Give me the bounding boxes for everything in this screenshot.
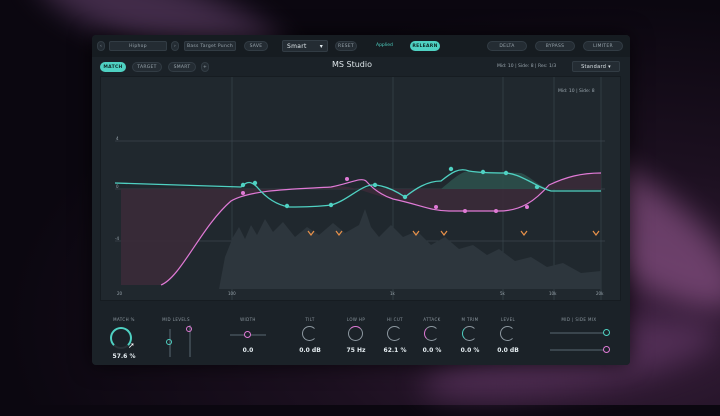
preset-variant-field[interactable]: Bass Target Punch — [184, 41, 236, 51]
hi-cut-label: HI CUT — [386, 317, 404, 322]
tilt-label: TILT — [305, 317, 315, 322]
tab-match[interactable]: MATCH — [100, 62, 126, 72]
mid-levels-slider-b[interactable] — [189, 325, 191, 357]
eq-plugin-window: ‹ Hiphop › Bass Target Punch SAVE Smart … — [92, 35, 630, 365]
mid-side-label: MID | SIDE MIX — [561, 317, 597, 322]
save-button[interactable]: SAVE — [244, 41, 268, 51]
width-handle[interactable] — [244, 331, 251, 338]
chevron-down-icon: ▾ — [319, 43, 323, 50]
mid-side-slider-b[interactable] — [550, 349, 608, 351]
eq-graph-canvas — [114, 77, 605, 300]
width-label: WIDTH — [240, 317, 256, 322]
m-trim-label: M TRIM — [461, 317, 479, 322]
preset-name-field[interactable]: Hiphop — [109, 41, 167, 51]
x-tick-label: 20 — [117, 291, 123, 296]
mid-side-slider-a[interactable] — [550, 332, 608, 334]
profile-select[interactable]: Standard ▾ — [572, 61, 620, 72]
match-knob[interactable] — [110, 327, 132, 349]
limiter-button[interactable]: LIMITER — [583, 41, 623, 51]
m-trim-value: 0.0 % — [460, 347, 480, 354]
delta-button[interactable]: DELTA — [487, 41, 527, 51]
view-info: Mid: 10 | Side: 8 | Res: 1/3 — [497, 64, 557, 69]
preset-prev-button[interactable]: ‹ — [97, 41, 105, 51]
profile-select-value: Standard — [581, 64, 607, 70]
relearn-button[interactable]: RELEARN — [410, 41, 440, 51]
bypass-button[interactable]: BYPASS — [535, 41, 575, 51]
y-tick-label: 0 — [116, 184, 119, 189]
x-tick-label: 100 — [228, 291, 236, 296]
x-tick-label: 20k — [596, 291, 604, 296]
width-value: 0.0 — [242, 347, 254, 354]
reset-button[interactable]: RESET — [335, 41, 357, 51]
status-text: Applied — [376, 43, 393, 48]
tilt-knob[interactable] — [302, 326, 317, 341]
mid-levels-handle-b[interactable] — [186, 326, 192, 332]
low-hp-value: 75 Hz — [346, 347, 366, 354]
low-hp-knob[interactable] — [348, 326, 363, 341]
x-tick-label: 10k — [549, 291, 557, 296]
tab-target[interactable]: TARGET — [132, 62, 162, 72]
match-value: 57.6 % — [112, 353, 136, 360]
attack-label: ATTACK — [423, 317, 441, 322]
mid-levels-label: MID LEVELS — [162, 317, 190, 322]
m-trim-knob[interactable] — [462, 326, 477, 341]
tab-smart[interactable]: SMART — [168, 62, 196, 72]
spectrum-fill — [219, 209, 601, 289]
tilt-value: 0.0 dB — [299, 347, 321, 354]
tab-add-button[interactable]: + — [201, 62, 209, 72]
hi-cut-knob[interactable] — [387, 326, 402, 341]
orange-markers — [307, 230, 600, 236]
mode-select[interactable]: Smart ▾ — [282, 40, 328, 52]
view-bar: MATCH TARGET SMART + MS Studio Mid: 10 |… — [92, 57, 630, 75]
chevron-down-icon: ▾ — [608, 64, 611, 70]
controls-panel: MATCH % ➚ 57.6 % MID LEVELS WIDTH 0.0 TI… — [92, 307, 630, 365]
y-tick-label: -4 — [115, 236, 119, 241]
x-tick-label: 1k — [390, 291, 395, 296]
cursor-arrow-icon: ➚ — [128, 341, 135, 350]
graph-readout: Mid: 10 | Side: 8 — [558, 89, 595, 94]
teal-nodes — [240, 166, 540, 209]
attack-knob[interactable] — [424, 326, 439, 341]
mode-select-value: Smart — [287, 43, 307, 50]
top-toolbar: ‹ Hiphop › Bass Target Punch SAVE Smart … — [92, 35, 630, 58]
pink-curve-fill — [115, 173, 601, 285]
x-tick-label: 5k — [500, 291, 505, 296]
low-hp-label: LOW HP — [346, 317, 366, 322]
level-knob[interactable] — [500, 326, 515, 341]
eq-graph[interactable]: Mid: 10 | Side: 8 4 0 -4 20 100 1k 5k 10… — [100, 76, 621, 301]
mid-side-handle-a[interactable] — [603, 329, 610, 336]
level-value: 0.0 dB — [497, 347, 519, 354]
level-label: LEVEL — [500, 317, 516, 322]
hi-cut-value: 62.1 % — [383, 347, 407, 354]
mid-levels-handle-a[interactable] — [166, 339, 172, 345]
preset-next-button[interactable]: › — [171, 41, 179, 51]
attack-value: 0.0 % — [422, 347, 442, 354]
y-tick-label: 4 — [116, 136, 119, 141]
mid-side-handle-b[interactable] — [603, 346, 610, 353]
match-label: MATCH % — [113, 317, 135, 322]
pink-nodes — [241, 177, 529, 213]
teal-curve-fill — [441, 171, 549, 189]
view-title: MS Studio — [332, 60, 373, 69]
